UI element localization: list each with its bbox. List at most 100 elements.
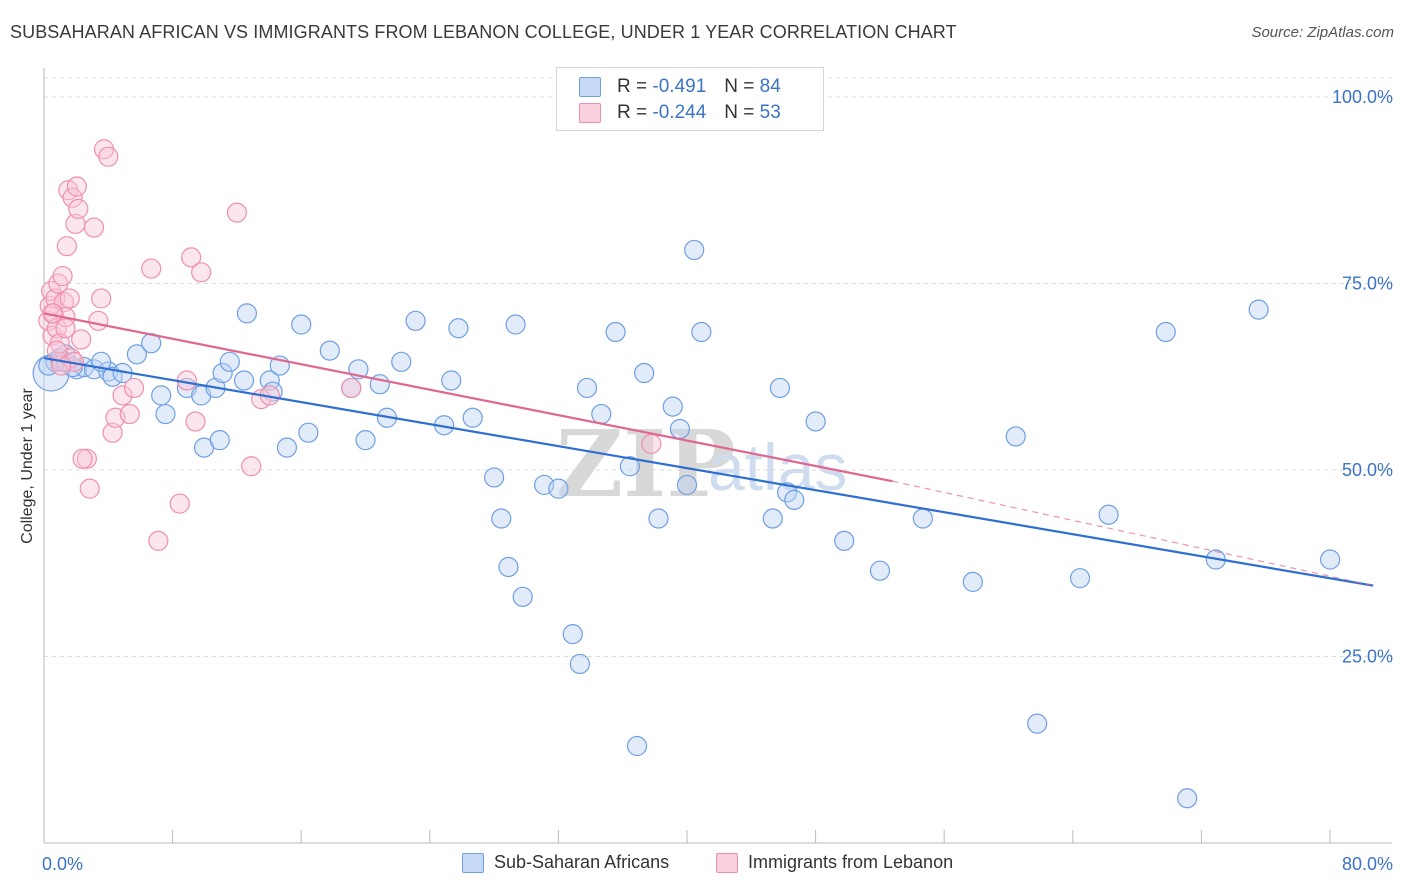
lebanon-point [88, 310, 109, 331]
sub-saharan-point [212, 362, 233, 384]
lebanon-point [68, 198, 89, 219]
lebanon-point [169, 493, 190, 514]
legend-n-value: 53 [759, 102, 781, 123]
sub-saharan-point [562, 624, 583, 645]
x-tick-label: 0.0% [42, 854, 83, 874]
sub-saharan-point [233, 370, 255, 391]
trend-line-blue [43, 357, 1374, 587]
sub-saharan-point [1005, 426, 1026, 447]
lebanon-point [123, 377, 145, 399]
sub-saharan-point [405, 310, 426, 331]
legend-row-blue: R = -0.491 N = 84 [579, 74, 781, 100]
correlation-legend: R = -0.491 N = 84 R = -0.244 N = 53 [556, 67, 824, 131]
legend-r-label: R = [617, 102, 648, 123]
trend-lines [43, 312, 1374, 587]
sub-saharan-point [548, 478, 569, 499]
lebanon-point [55, 318, 76, 339]
lebanon-point [102, 422, 123, 443]
sub-saharan-point [448, 318, 469, 339]
sub-saharan-point [626, 735, 648, 757]
sub-saharan-point [805, 411, 826, 432]
sub-saharan-point [1027, 713, 1048, 734]
lebanon-point [241, 456, 262, 477]
lebanon-point [56, 236, 77, 257]
tick-labels: 25.0% 50.0% 75.0% 100.0% 0.0% 80.0% [42, 87, 1393, 874]
sub-saharan-point [126, 344, 147, 365]
legend-row-pink: R = -0.244 N = 53 [579, 100, 781, 126]
lebanon-point [191, 262, 212, 283]
sub-saharan-point [769, 377, 791, 399]
sub-saharan-point [441, 370, 462, 391]
series-legend-label: Immigrants from Lebanon [748, 852, 954, 872]
lebanon-point [71, 329, 92, 350]
legend-r-value: -0.244 [652, 102, 707, 123]
lebanon-point [226, 202, 248, 223]
sub-saharan-point [1319, 549, 1341, 570]
y-axis-label: College, Under 1 year [19, 388, 36, 544]
sub-saharan-point [236, 303, 258, 324]
sub-saharan-point [784, 489, 805, 510]
legend-r-label: R = [617, 76, 648, 97]
lebanon-point [62, 187, 83, 208]
lebanon-point [185, 411, 206, 432]
sub-saharan-point [512, 586, 533, 607]
sub-saharan-point [912, 508, 933, 529]
y-tick-label: 50.0% [1342, 460, 1393, 480]
lebanon-point [66, 176, 87, 197]
sub-saharan-point [298, 422, 319, 443]
lebanon-point [119, 403, 140, 425]
legend-n-label: N = [724, 76, 755, 97]
lebanon-point [52, 265, 73, 287]
sub-saharan-point [676, 474, 698, 496]
y-tick-label: 75.0% [1342, 274, 1393, 294]
sub-saharan-point [576, 377, 598, 399]
legend-n-label: N = [724, 102, 755, 123]
lebanon-point [46, 340, 67, 361]
axes [43, 68, 1392, 844]
sub-saharan-point [209, 430, 230, 451]
lebanon-point [46, 318, 67, 339]
sub-saharan-point [491, 508, 512, 529]
series-sub-saharan-points [32, 239, 1341, 809]
sub-saharan-point [605, 321, 626, 343]
legend-swatch-blue [579, 77, 601, 97]
sub-saharan-point [1069, 568, 1091, 589]
sub-saharan-point [219, 351, 240, 372]
sub-saharan-point [276, 437, 298, 458]
legend-r-value: -0.491 [652, 76, 707, 97]
series-legend-swatch-pink [716, 852, 738, 873]
y-tick-label: 100.0% [1332, 87, 1393, 107]
sub-saharan-point [505, 314, 526, 335]
lebanon-point [83, 217, 105, 238]
sub-saharan-point [1155, 321, 1176, 343]
lebanon-point [91, 288, 112, 309]
lebanon-point [112, 385, 133, 406]
sub-saharan-point [151, 385, 172, 406]
sub-saharan-point [1248, 299, 1269, 320]
sub-saharan-point [648, 508, 669, 529]
lebanon-point [98, 146, 119, 167]
series-legend-label: Sub-Saharan Africans [494, 852, 670, 872]
lebanon-point [59, 288, 80, 309]
sub-saharan-point [591, 403, 612, 425]
sub-saharan-point [662, 396, 683, 417]
lebanon-point [79, 478, 100, 499]
sub-saharan-point [319, 340, 340, 361]
sub-saharan-point [569, 653, 590, 675]
lebanon-point [641, 433, 662, 454]
sub-saharan-point [484, 467, 505, 488]
sub-saharan-point [776, 482, 798, 503]
sub-saharan-point [962, 571, 983, 593]
trend-line-pink [43, 312, 893, 483]
lebanon-point [341, 377, 362, 399]
sub-saharan-point [291, 314, 312, 335]
lebanon-point [181, 247, 202, 268]
sub-saharan-point [462, 407, 483, 428]
lebanon-point [76, 448, 97, 469]
sub-saharan-point [1098, 504, 1119, 525]
lebanon-point [42, 303, 63, 324]
sub-saharan-point [1177, 788, 1198, 809]
series-legend-item-pink: Immigrants from Lebanon [716, 852, 953, 873]
sub-saharan-point [498, 556, 519, 578]
